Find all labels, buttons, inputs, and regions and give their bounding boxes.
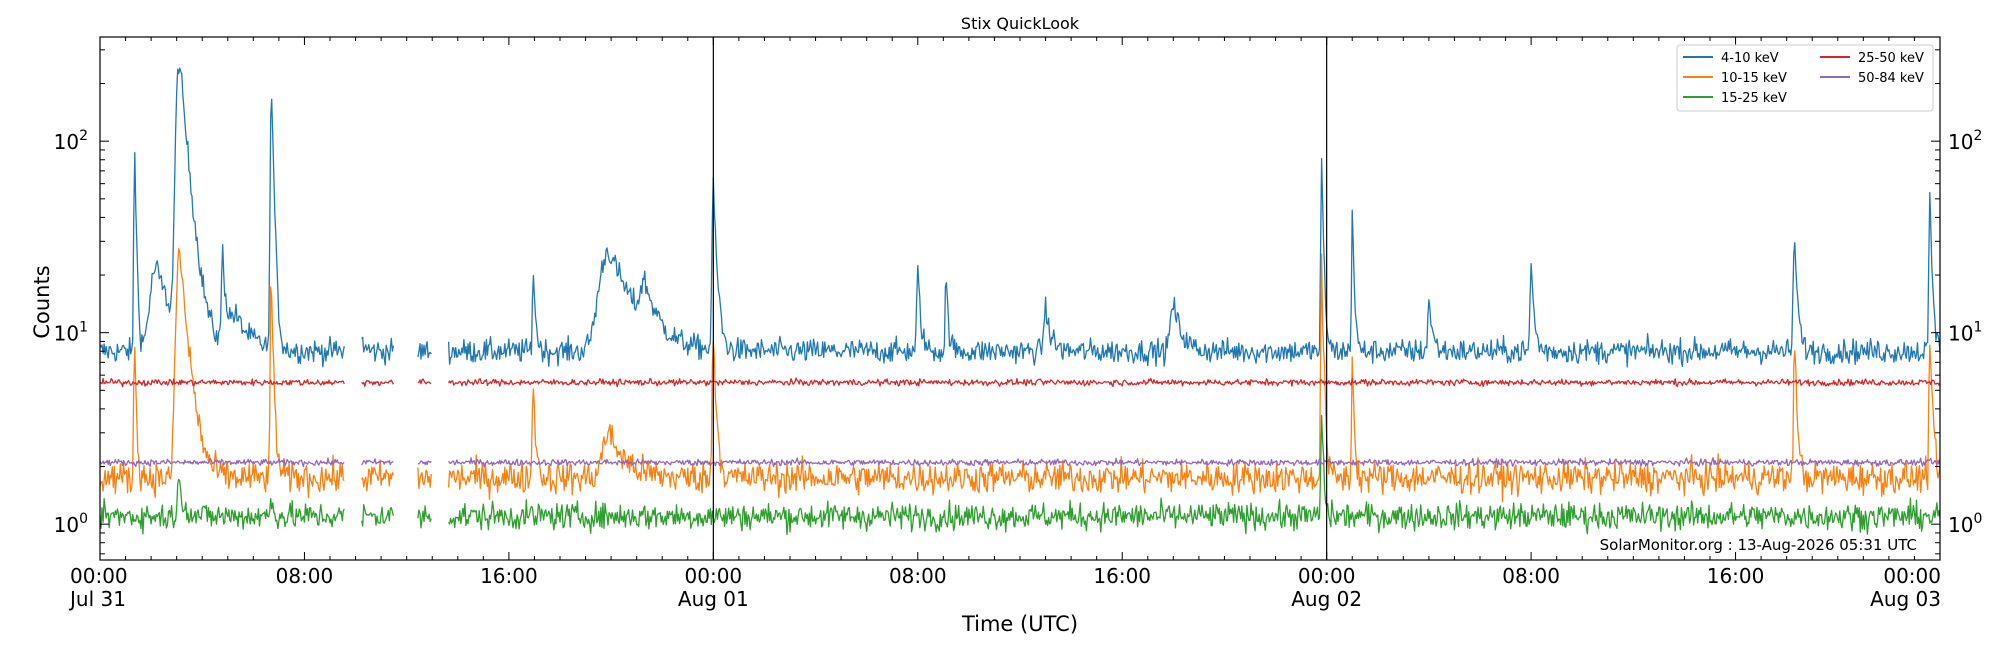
legend-label: 50-84 keV [1858,71,1924,86]
y-tick-label-right: 100 [1948,511,1982,537]
series-line-50-84-kev [99,457,1941,468]
x-tick-label: 16:00 [1707,564,1765,588]
x-tick-label: 16:00 [1093,564,1151,588]
x-tick-label: 08:00 [276,564,334,588]
x-tick-label: 00:00 [1883,564,1941,588]
x-tick-date-label: Jul 31 [68,587,126,611]
series-line-15-25-kev [99,414,1941,536]
y-axis-label: Counts [30,265,54,338]
legend-box [1676,44,1934,112]
chart-title: Stix QuickLook [961,14,1080,33]
series-line-25-50-kev [99,377,1941,388]
legend-label: 15-25 keV [1721,91,1787,106]
plot-frame [99,36,1941,561]
solarmonitor-watermark: SolarMonitor.org : 13-Aug-2026 05:31 UTC [1600,536,1917,554]
legend-label: 4-10 keV [1721,51,1779,66]
x-tick-label: 08:00 [889,564,947,588]
y-tick-label-right: 102 [1948,128,1982,154]
y-tick-label-right: 101 [1948,320,1982,346]
y-tick-label-left: 101 [54,320,88,346]
legend-label: 10-15 keV [1721,71,1787,86]
x-axis-label: Time (UTC) [961,612,1078,636]
series-line-4-10-kev [99,67,1941,368]
legend-label: 25-50 keV [1858,51,1924,66]
x-tick-date-label: Aug 01 [678,587,749,611]
x-tick-label: 08:00 [1502,564,1560,588]
x-tick-date-label: Aug 03 [1870,587,1941,611]
x-tick-label: 00:00 [685,564,743,588]
y-tick-label-left: 102 [54,128,88,154]
x-tick-date-label: Aug 02 [1291,587,1362,611]
series-layer [99,67,1941,536]
x-tick-label: 00:00 [1298,564,1356,588]
x-tick-label: 00:00 [70,564,128,588]
series-line-10-15-kev [99,248,1941,503]
y-axis-ticks: 100 100 101 101 102 102 [54,49,1982,555]
legend: 4-10 keV 10-15 keV 15-25 keV 25-50 keV 50-84… [1676,44,1934,112]
y-tick-label-left: 100 [54,511,88,537]
day-boundary-lines [712,37,1328,560]
x-tick-label: 16:00 [480,564,538,588]
